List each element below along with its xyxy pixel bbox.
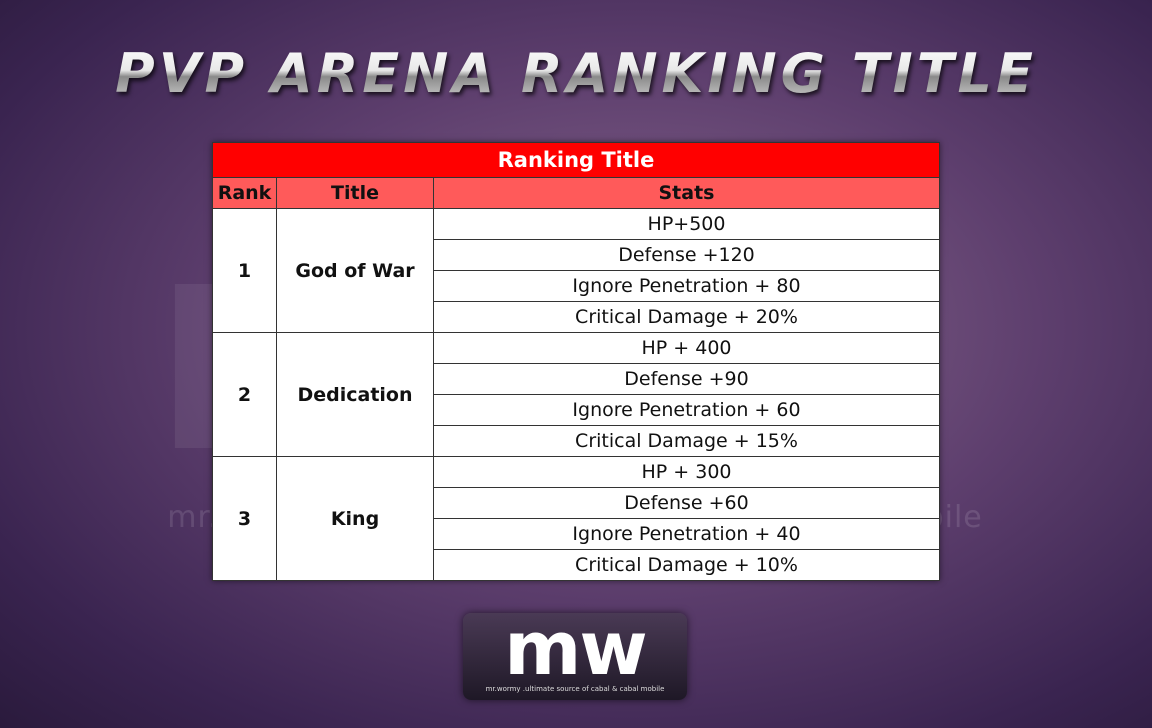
logo: mw mr.wormy .ultimate source of cabal & … (463, 606, 687, 700)
stat-cell: Critical Damage + 20% (433, 301, 940, 333)
rank-cell: 1 (212, 208, 277, 333)
logo-mark: mw (504, 606, 647, 692)
table-row: Ignore Penetration + 60 (213, 394, 940, 426)
table-row: 2 Dedication HP + 400 (212, 332, 940, 457)
table-row: 3 King HP + 300 (212, 456, 940, 581)
stat-cell: Defense +120 (433, 239, 940, 271)
table-row: Critical Damage + 10% (213, 549, 940, 581)
rank-cell: 2 (212, 332, 277, 457)
title-cell: Dedication (276, 332, 434, 457)
title-cell: God of War (276, 208, 434, 333)
column-header: Title (276, 177, 434, 209)
stat-cell: Ignore Penetration + 80 (433, 270, 940, 302)
table-row: Critical Damage + 15% (213, 425, 940, 457)
page-title: PVP ARENA RANKING TITLE (0, 42, 1152, 105)
stat-cell: HP + 400 (433, 332, 940, 364)
logo-tagline: mr.wormy .ultimate source of cabal & cab… (485, 685, 665, 693)
ranking-table: Ranking Title Rank Title Stats 1 God of War… (212, 142, 940, 581)
table-row: 1 God of War HP+500 (212, 208, 940, 333)
column-header: Rank (212, 177, 277, 209)
title-cell: King (276, 456, 434, 581)
stat-cell: Ignore Penetration + 60 (433, 394, 940, 426)
stat-cell: Defense +90 (433, 363, 940, 395)
table-row: Critical Damage + 20% (213, 301, 940, 333)
stat-cell: Ignore Penetration + 40 (433, 518, 940, 550)
table-row: Defense +60 (213, 487, 940, 519)
stat-cell: Defense +60 (433, 487, 940, 519)
table-row: Ignore Penetration + 40 (213, 518, 940, 550)
rank-cell: 3 (212, 456, 277, 581)
column-header: Stats (433, 177, 940, 209)
stat-cell: HP + 300 (433, 456, 940, 488)
stat-cell: Critical Damage + 15% (433, 425, 940, 457)
table-caption: Ranking Title (212, 142, 940, 178)
table-row: Defense +90 (213, 363, 940, 395)
stat-cell: HP+500 (433, 208, 940, 240)
table-row: Defense +120 (213, 239, 940, 271)
stat-cell: Critical Damage + 10% (433, 549, 940, 581)
